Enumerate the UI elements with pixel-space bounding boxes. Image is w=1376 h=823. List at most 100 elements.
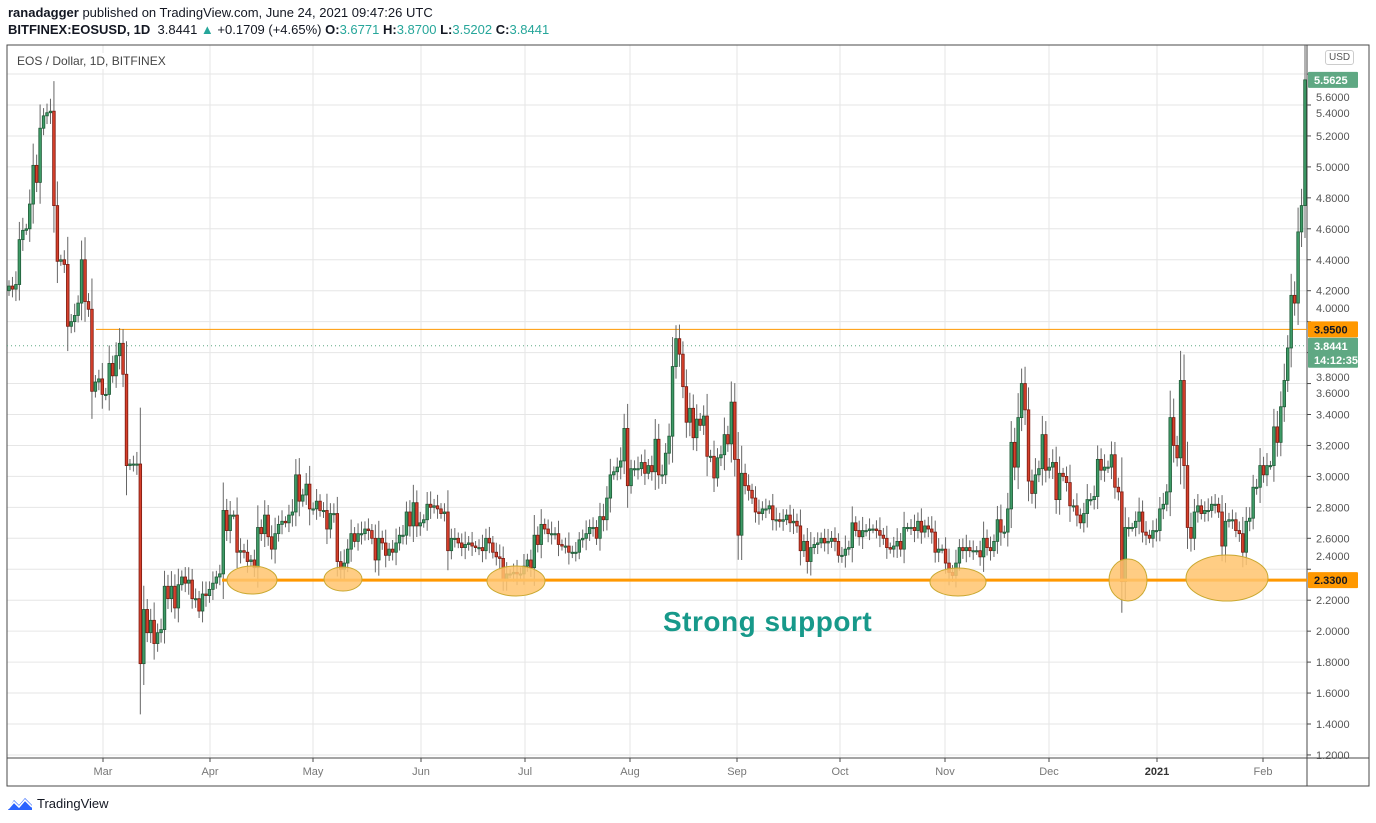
candle[interactable] bbox=[225, 498, 229, 541]
candle[interactable] bbox=[162, 570, 167, 644]
candle[interactable] bbox=[62, 250, 66, 273]
candle[interactable] bbox=[214, 570, 219, 589]
candle[interactable] bbox=[691, 394, 695, 451]
candle[interactable] bbox=[411, 484, 416, 543]
candle[interactable] bbox=[79, 240, 84, 321]
candle[interactable] bbox=[463, 531, 467, 560]
candle[interactable] bbox=[1272, 408, 1276, 482]
price-axis[interactable]: 5.6000 5.4000 5.2000 5.0000 4.8000 4.6000 4.40… bbox=[1307, 73, 1350, 762]
candle[interactable] bbox=[999, 504, 1003, 546]
candle[interactable] bbox=[619, 447, 623, 480]
candle[interactable] bbox=[1047, 457, 1051, 479]
candle[interactable] bbox=[1292, 281, 1297, 316]
candle[interactable] bbox=[1089, 493, 1093, 506]
candle[interactable] bbox=[294, 459, 298, 527]
candle[interactable] bbox=[816, 532, 820, 555]
candle[interactable] bbox=[1137, 497, 1141, 535]
candle[interactable] bbox=[646, 458, 651, 480]
candle[interactable] bbox=[1199, 499, 1204, 520]
candle[interactable] bbox=[539, 509, 543, 559]
candle[interactable] bbox=[843, 535, 848, 568]
candle[interactable] bbox=[860, 516, 865, 550]
candle[interactable] bbox=[363, 521, 367, 541]
candle[interactable] bbox=[605, 486, 609, 531]
candle[interactable] bbox=[439, 503, 443, 519]
candle[interactable] bbox=[408, 500, 412, 537]
candle[interactable] bbox=[356, 523, 360, 551]
candle[interactable] bbox=[660, 464, 664, 485]
candle[interactable] bbox=[66, 236, 70, 352]
candle[interactable] bbox=[1064, 466, 1069, 492]
candle[interactable] bbox=[314, 489, 319, 520]
candle[interactable] bbox=[1237, 521, 1242, 542]
candle[interactable] bbox=[491, 535, 495, 559]
candle[interactable] bbox=[1189, 512, 1193, 552]
candle[interactable] bbox=[404, 501, 409, 545]
candle[interactable] bbox=[826, 528, 830, 555]
candle[interactable] bbox=[93, 375, 98, 398]
candle[interactable] bbox=[422, 514, 426, 528]
candle[interactable] bbox=[1192, 498, 1197, 551]
candle[interactable] bbox=[166, 574, 170, 609]
candle[interactable] bbox=[477, 539, 481, 556]
candle[interactable] bbox=[898, 532, 903, 557]
candle[interactable] bbox=[117, 328, 122, 370]
candle[interactable] bbox=[840, 546, 844, 563]
candle[interactable] bbox=[546, 519, 550, 543]
candle[interactable] bbox=[1279, 391, 1283, 457]
candle[interactable] bbox=[318, 494, 322, 517]
candle[interactable] bbox=[629, 459, 633, 494]
support-touch-highlight[interactable] bbox=[1108, 558, 1148, 602]
candle[interactable] bbox=[791, 508, 796, 535]
candle[interactable] bbox=[21, 217, 25, 251]
candle[interactable] bbox=[926, 516, 930, 538]
candle[interactable] bbox=[425, 492, 429, 531]
candle[interactable] bbox=[836, 533, 841, 563]
candle[interactable] bbox=[131, 455, 136, 472]
candle[interactable] bbox=[31, 143, 35, 224]
candle[interactable] bbox=[1203, 501, 1207, 522]
candle[interactable] bbox=[34, 154, 39, 193]
candle[interactable] bbox=[1185, 441, 1190, 549]
candle[interactable] bbox=[805, 528, 810, 574]
candle[interactable] bbox=[1282, 363, 1286, 422]
candle[interactable] bbox=[1019, 368, 1024, 432]
candle[interactable] bbox=[180, 570, 184, 591]
candle[interactable] bbox=[121, 329, 125, 388]
candle[interactable] bbox=[902, 511, 906, 564]
candle[interactable] bbox=[480, 534, 485, 563]
candle[interactable] bbox=[601, 503, 606, 532]
candle[interactable] bbox=[366, 518, 371, 541]
candle[interactable] bbox=[867, 518, 872, 541]
candle[interactable] bbox=[52, 81, 56, 233]
candle[interactable] bbox=[1051, 449, 1055, 480]
candle[interactable] bbox=[881, 527, 886, 545]
candle[interactable] bbox=[183, 567, 187, 593]
candle[interactable] bbox=[259, 519, 263, 541]
candle[interactable] bbox=[1223, 503, 1228, 563]
candle[interactable] bbox=[940, 544, 944, 554]
candle[interactable] bbox=[750, 483, 754, 504]
candle[interactable] bbox=[1082, 502, 1086, 533]
candle[interactable] bbox=[632, 460, 637, 477]
candle[interactable] bbox=[1168, 390, 1172, 517]
candle[interactable] bbox=[733, 383, 737, 477]
candle[interactable] bbox=[767, 500, 772, 514]
support-touch-highlight[interactable] bbox=[929, 567, 987, 597]
candle[interactable] bbox=[1196, 494, 1200, 523]
candle[interactable] bbox=[577, 532, 581, 560]
candle[interactable] bbox=[17, 221, 22, 301]
candle[interactable] bbox=[854, 516, 858, 537]
candle[interactable] bbox=[1165, 484, 1169, 512]
candle[interactable] bbox=[1071, 499, 1076, 512]
candle[interactable] bbox=[594, 520, 599, 545]
candle[interactable] bbox=[200, 581, 205, 623]
candle[interactable] bbox=[114, 342, 118, 388]
candle[interactable] bbox=[69, 313, 73, 334]
candle[interactable] bbox=[1057, 456, 1062, 515]
candle[interactable] bbox=[1299, 188, 1304, 248]
candle[interactable] bbox=[992, 534, 996, 557]
candle[interactable] bbox=[345, 539, 350, 573]
candle[interactable] bbox=[1113, 441, 1117, 499]
candle[interactable] bbox=[266, 505, 270, 546]
